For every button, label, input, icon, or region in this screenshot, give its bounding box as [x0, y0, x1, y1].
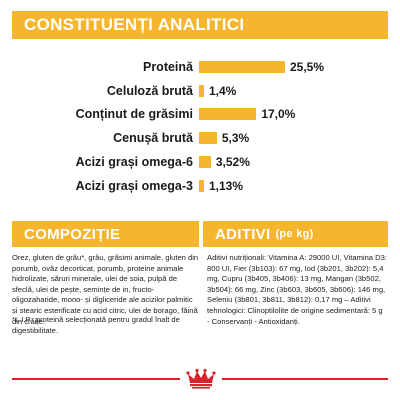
nutrient-bar — [199, 84, 204, 97]
composition-title: COMPOZIȚIE — [24, 225, 121, 243]
nutrient-row: Cenușă brută 5,3% — [0, 128, 400, 148]
nutrient-row: Acizi grași omega-3 1,13% — [0, 176, 400, 196]
nutrient-bar — [199, 179, 204, 192]
nutrient-label: Acizi grași omega-6 — [75, 154, 193, 169]
composition-text: Orez, gluten de grâu*, grâu, grăsimi ani… — [12, 253, 199, 326]
footer-divider-right — [222, 378, 388, 380]
additives-text: Aditivi nutriționali: Vitamina A: 29000 … — [207, 253, 387, 326]
analytic-constituents-header: CONSTITUENȚI ANALITICI — [12, 11, 388, 39]
nutrient-value: 25,5% — [290, 60, 325, 74]
nutrient-value: 1,4% — [209, 83, 237, 98]
nutrient-row: Celuloză brută 1,4% — [0, 81, 400, 101]
nutrient-label: Proteină — [142, 60, 193, 74]
crown-icon — [186, 368, 216, 389]
nutrient-value: 1,13% — [209, 178, 244, 193]
nutrient-bar — [199, 132, 217, 145]
analytic-constituents-title: CONSTITUENȚI ANALITICI — [24, 15, 245, 34]
nutrient-label: Cenușă brută — [113, 131, 193, 146]
nutrient-row: Proteină 25,5% — [0, 57, 400, 77]
additives-title: ADITIVI — [215, 225, 271, 243]
nutrient-bar — [199, 108, 257, 121]
lip-footnote: *L.I.P.: proteină selecționată pentru gr… — [12, 315, 180, 335]
additives-header: ADITIVI (pe kg) — [203, 221, 388, 247]
nutrient-row: Acizi grași omega-6 3,52% — [0, 152, 400, 172]
nutrient-row: Conținut de grăsimi 17,0% — [0, 104, 400, 124]
additives-unit: (pe kg) — [275, 228, 314, 240]
nutrient-value: 17,0% — [261, 107, 296, 122]
nutrient-bar — [199, 61, 285, 73]
nutrient-value: 5,3% — [221, 131, 250, 146]
nutrient-bar — [199, 155, 211, 168]
nutrient-label: Acizi grași omega-3 — [75, 178, 193, 193]
footer-divider-left — [12, 378, 180, 380]
nutrient-label: Conținut de grăsimi — [75, 107, 193, 122]
composition-header: COMPOZIȚIE — [12, 221, 199, 247]
nutrient-label: Celuloză brută — [106, 83, 193, 98]
nutrient-value: 3,52% — [215, 154, 250, 169]
